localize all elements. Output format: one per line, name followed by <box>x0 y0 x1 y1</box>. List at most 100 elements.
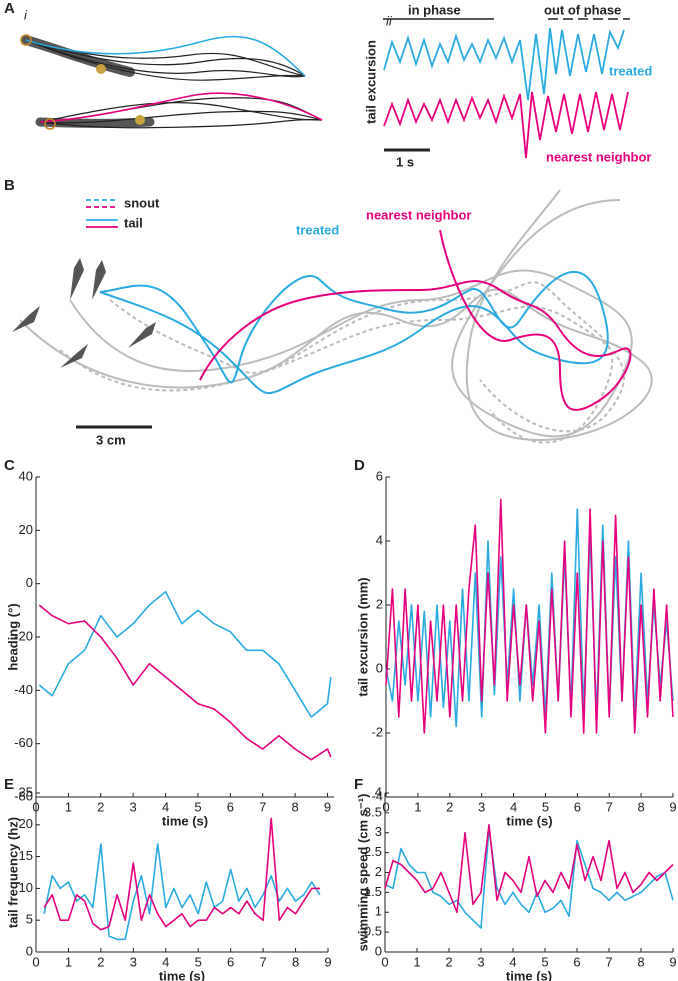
scale-label: 1 s <box>396 154 414 169</box>
x-tick-label: 0 <box>32 954 39 969</box>
x-tick-label: 0 <box>382 799 389 814</box>
x-axis-label: time (s) <box>506 968 552 981</box>
y-tick-label: -20 <box>14 628 33 643</box>
x-axis-label: time (s) <box>159 968 205 981</box>
y-tick-label: 0 <box>26 943 33 958</box>
fish-midlines <box>20 34 323 130</box>
y-tick-label: 4 <box>376 532 383 547</box>
y-tick-label: 40 <box>19 468 33 483</box>
y-tick-label: -2 <box>371 724 383 739</box>
y-axis-label: tail frequency (hz) <box>5 817 20 928</box>
data-line <box>384 824 674 914</box>
x-tick-label: 1 <box>65 799 72 814</box>
y-axis-label: swimming speed (cm s⁻¹) <box>355 794 370 952</box>
panel-label: E <box>4 776 14 793</box>
y-tick-label: -60 <box>14 735 33 750</box>
data-line <box>38 604 332 761</box>
panel-label: D <box>354 457 365 474</box>
panel-label: C <box>4 457 15 474</box>
y-axis-label: tail excursion (mm) <box>355 577 370 696</box>
panel-label: F <box>354 776 363 793</box>
sub-label: i <box>24 7 28 22</box>
legend-label: tail <box>124 215 143 230</box>
x-tick-label: 9 <box>324 799 331 814</box>
data-line <box>43 843 321 941</box>
x-tick-label: 3 <box>477 954 484 969</box>
y-tick-label: 3.5 <box>364 804 382 819</box>
trace-label: nearest neighbor <box>546 149 651 164</box>
y-tick-label: 1.5 <box>364 884 382 899</box>
x-tick-label: 1 <box>414 799 421 814</box>
legend-label: snout <box>124 195 160 210</box>
x-tick-label: 8 <box>292 799 299 814</box>
y-tick-label: 10 <box>19 880 33 895</box>
x-tick-label: 2 <box>97 799 104 814</box>
y-tick-label: 25 <box>19 784 33 799</box>
x-tick-label: 7 <box>259 799 266 814</box>
x-tick-label: 3 <box>130 954 137 969</box>
x-tick-label: 2 <box>97 954 104 969</box>
y-tick-label: 0 <box>26 575 33 590</box>
x-tick-label: 6 <box>227 799 234 814</box>
y-tick-label: 2 <box>375 864 382 879</box>
x-tick-label: 6 <box>573 954 580 969</box>
x-tick-label: 0 <box>381 954 388 969</box>
x-tick-label: 3 <box>130 799 137 814</box>
x-tick-label: 7 <box>605 954 612 969</box>
x-tick-label: 9 <box>669 954 676 969</box>
trace-treated <box>383 27 625 101</box>
y-tick-label: 4 <box>375 784 382 799</box>
y-tick-label: 3 <box>375 824 382 839</box>
x-tick-label: 5 <box>195 954 202 969</box>
data-line <box>43 817 320 931</box>
panel-label: A <box>4 0 15 17</box>
x-tick-label: 9 <box>324 954 331 969</box>
x-tick-label: 4 <box>162 799 169 814</box>
x-tick-label: 7 <box>606 799 613 814</box>
x-axis-label: time (s) <box>506 813 552 828</box>
x-tick-label: 3 <box>478 799 485 814</box>
x-tick-label: 4 <box>510 799 517 814</box>
scale-label: 3 cm <box>96 432 126 447</box>
y-axis-label: heading (°) <box>5 603 20 670</box>
x-tick-label: 2 <box>446 799 453 814</box>
x-tick-label: 8 <box>637 954 644 969</box>
phase-label: out of phase <box>544 2 621 17</box>
y-tick-label: 5 <box>26 912 33 927</box>
x-tick-label: 6 <box>227 954 234 969</box>
y-tick-label: -4 <box>371 788 383 803</box>
y-tick-label: 0 <box>376 660 383 675</box>
phase-label: in phase <box>408 2 461 17</box>
x-tick-label: 1 <box>65 954 72 969</box>
trace-neighbor <box>383 91 629 159</box>
x-tick-label: 7 <box>259 954 266 969</box>
trajectory-label: treated <box>296 222 339 237</box>
trace-label: treated <box>609 63 652 78</box>
y-tick-label: 1 <box>375 904 382 919</box>
x-tick-label: 1 <box>413 954 420 969</box>
data-line <box>38 590 332 718</box>
x-tick-label: 6 <box>574 799 581 814</box>
y-tick-label: 20 <box>19 522 33 537</box>
x-axis-label: time (s) <box>162 813 208 828</box>
panel-label: B <box>4 177 15 194</box>
x-tick-label: 8 <box>637 799 644 814</box>
y-tick-label: -40 <box>14 682 33 697</box>
y-tick-label: 2 <box>376 596 383 611</box>
x-tick-label: 5 <box>542 799 549 814</box>
x-tick-label: 4 <box>509 954 516 969</box>
y-axis-label: tail excursion <box>363 40 378 124</box>
data-line <box>384 828 674 929</box>
y-tick-label: -80 <box>14 788 33 803</box>
y-tick-label: 0.5 <box>364 924 382 939</box>
y-tick-label: 2.5 <box>364 844 382 859</box>
y-tick-label: 15 <box>19 848 33 863</box>
trajectory-label: nearest neighbor <box>366 207 471 222</box>
data-line <box>385 498 674 734</box>
y-tick-label: 20 <box>19 816 33 831</box>
x-tick-label: 5 <box>541 954 548 969</box>
sub-label: ii <box>386 13 393 28</box>
x-tick-label: 8 <box>292 954 299 969</box>
x-tick-label: 9 <box>669 799 676 814</box>
